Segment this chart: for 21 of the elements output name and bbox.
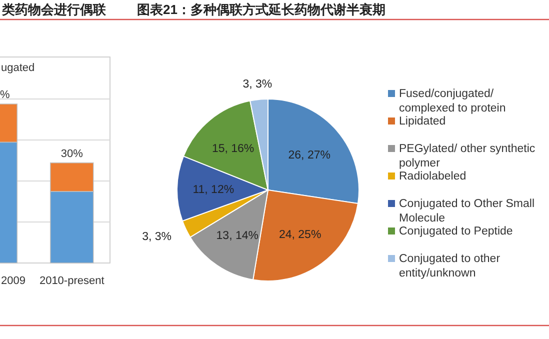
chart-title: 类药物会进行偶联 [1,2,107,17]
text: ugated [1,62,35,74]
legend-label: Fused/conjugated/ complexed to protein [399,88,506,114]
legend-label: Radiolabeled [399,170,466,182]
legend-label: Conjugated to Other Small Molecule [399,198,535,224]
legend-label: PEGylated/ other synthetic polymer [399,143,536,170]
text: % [0,89,10,101]
data-label: 3, 3% [142,231,172,244]
data-label: 24, 25% [278,229,322,242]
legend-label: Conjugated to Peptide [399,226,513,238]
data-label: 11, 12% [192,184,234,196]
legend-label: Conjugated to other entity/unknown [399,253,500,280]
x-tick-label: 2010-present [39,275,104,287]
legend-label: Lipidated [399,116,446,128]
x-tick-label: 2009 [1,275,26,287]
annotation: 30% [60,148,84,160]
data-label: 3, 3% [242,78,272,91]
data-label: 26, 27% [288,149,330,162]
chart-title: 图表21：多种偶联方式延长药物代谢半衰期 [137,2,386,17]
data-label: 13, 14% [216,230,258,242]
data-label: 15, 16% [212,143,254,156]
